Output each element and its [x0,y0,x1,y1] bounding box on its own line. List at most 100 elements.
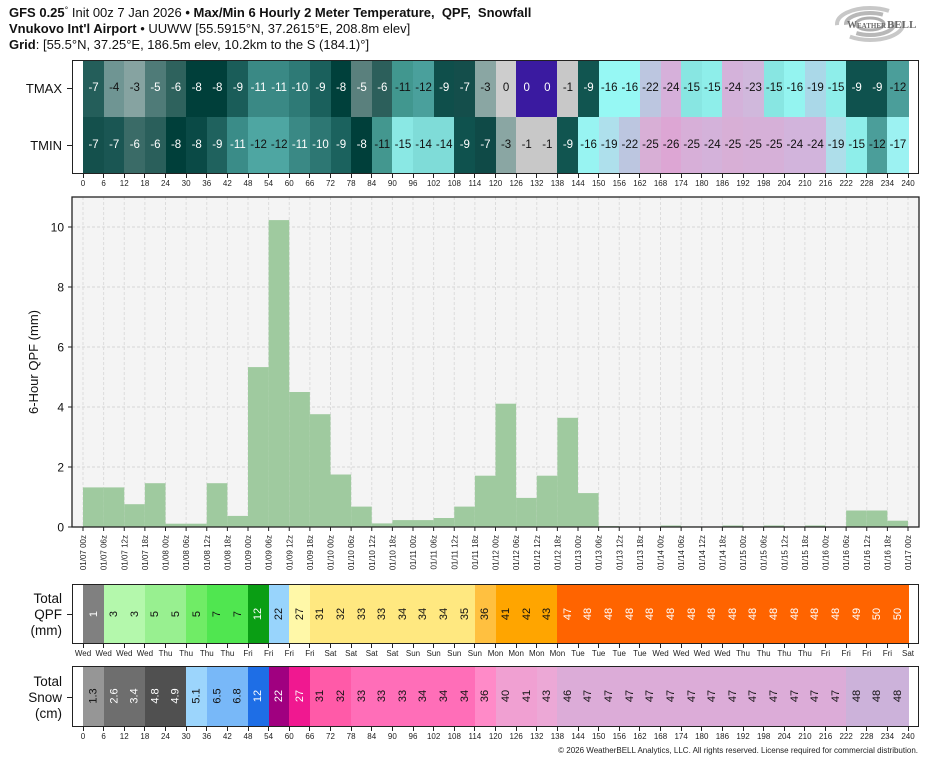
total-qpf-label-line: (mm) [30,623,62,638]
hour-tick-label: 78 [346,179,356,188]
x-tick-label: 01/14 00z [657,535,666,570]
day-label: Tue [612,649,627,658]
hour-tick-label: 234 [880,179,895,188]
x-tick-label: 01/08 00z [162,535,171,570]
axis-tick [639,644,641,648]
axis-tick [577,727,579,731]
tmax-cell: -8 [330,60,352,117]
qpf-bar [516,497,537,527]
hour-tick-label: 78 [346,732,356,741]
qpf-bar [454,506,475,527]
axis-tick [721,727,723,731]
axis-tick [536,727,538,731]
x-tick-label: 01/08 12z [203,535,212,570]
tmax-cell: -24 [660,60,682,117]
axis-tick [680,174,682,178]
tmax-row-label: TMAX [25,81,62,96]
axis-tick [103,174,105,178]
tmin-cell: -1 [536,116,558,173]
axis-tick [247,174,249,178]
total-qpf-cell-value: 34 [396,607,409,620]
grid-label: Grid [9,37,36,52]
total-qpf-cell: 48 [660,584,682,643]
tmin-cell: -24 [804,116,826,173]
total-snow-cell: 47 [804,666,826,726]
total-snow-cell: 47 [660,666,682,726]
x-tick-label: 01/13 06z [595,535,604,570]
hour-tick-label: 138 [550,732,565,741]
axis-tick [288,174,290,178]
total-qpf-cell: 48 [763,584,785,643]
axis-tick [185,727,187,731]
hour-tick-label: 72 [326,732,335,741]
day-label: Fri [263,649,274,658]
axis-tick [577,174,579,178]
total-qpf-cell-value: 3 [128,610,141,617]
tmin-cell: -22 [619,116,641,173]
total-snow-cell: 4.8 [144,666,166,726]
grid-details: : [55.5°N, 37.25°E, 186.5m elev, 10.2km … [35,37,370,52]
day-label: Tue [591,649,606,658]
tmin-cell: -12 [268,116,290,173]
total-qpf-cell: 3 [103,584,125,643]
tmax-cell: -15 [763,60,785,117]
tmax-cell: -9 [846,60,868,117]
total-snow-cell: 34 [433,666,455,726]
day-label: Thu [199,649,214,658]
hour-tick-label: 0 [80,732,86,741]
axis-tick [453,174,455,178]
logo-text-bell: BELL [887,19,916,31]
total-qpf-cell-value: 48 [788,607,801,620]
total-qpf-cell-value: 33 [376,607,389,620]
axis-tick [495,727,496,731]
axis-tick [391,644,393,648]
tmax-cell: -9 [433,60,455,117]
axis-tick [495,644,496,648]
total-qpf-cell: 48 [825,584,847,643]
tmin-cell: -12 [248,116,270,173]
axis-tick [226,174,228,178]
header-line-1: GFS 0.25° Init 00z 7 Jan 2026 • Max/Min … [9,5,531,22]
total-qpf-cell-value: 48 [623,607,636,620]
hour-tick-label: 144 [571,732,585,741]
x-tick-label: 01/07 12z [120,535,129,570]
tmax-cell: -7 [454,60,476,117]
total-qpf-label-line: Total [33,591,62,606]
tmin-cell: -8 [351,116,373,173]
axis-tick [350,727,352,731]
tmin-cell: -9 [557,116,579,173]
tmax-cell: -10 [289,60,311,117]
tmin-cell: -26 [660,116,682,173]
hour-tick-label: 18 [140,732,150,741]
total-snow-cell: 34 [413,666,435,726]
hour-tick-label: 240 [901,732,915,741]
model-name: GFS 0.25 [9,5,65,20]
axis-tick [763,174,765,178]
total-snow-cell-value: 12 [252,689,265,703]
qpf-bar [804,525,826,527]
x-tick-label: 01/08 06z [182,535,191,570]
hour-tick-label: 12 [119,179,129,188]
axis-tick [701,174,703,178]
total-qpf-cell-value: 48 [809,607,822,620]
axis-tick [660,174,661,178]
axis-tick [103,727,105,731]
total-qpf-axis-tick [67,614,72,615]
tmin-cell: -7 [83,116,105,173]
qpf-bar [248,367,269,527]
hour-tick-label: 96 [408,732,418,741]
axis-tick [618,727,620,731]
total-qpf-cell: 48 [701,584,723,643]
total-snow-cell: 6.8 [227,666,249,726]
hour-tick-label: 192 [736,732,750,741]
tmin-cell: -9 [330,116,352,173]
station-name: Vnukovo Int'l Airport [9,21,137,36]
tmax-cell: -9 [578,60,600,117]
total-qpf-cell: 50 [887,584,909,643]
hour-tick-label: 30 [181,732,191,741]
axis-tick [412,644,414,648]
hour-tick-label: 240 [901,179,915,188]
qpf-bar [309,414,331,527]
hour-tick-label: 60 [284,179,294,188]
